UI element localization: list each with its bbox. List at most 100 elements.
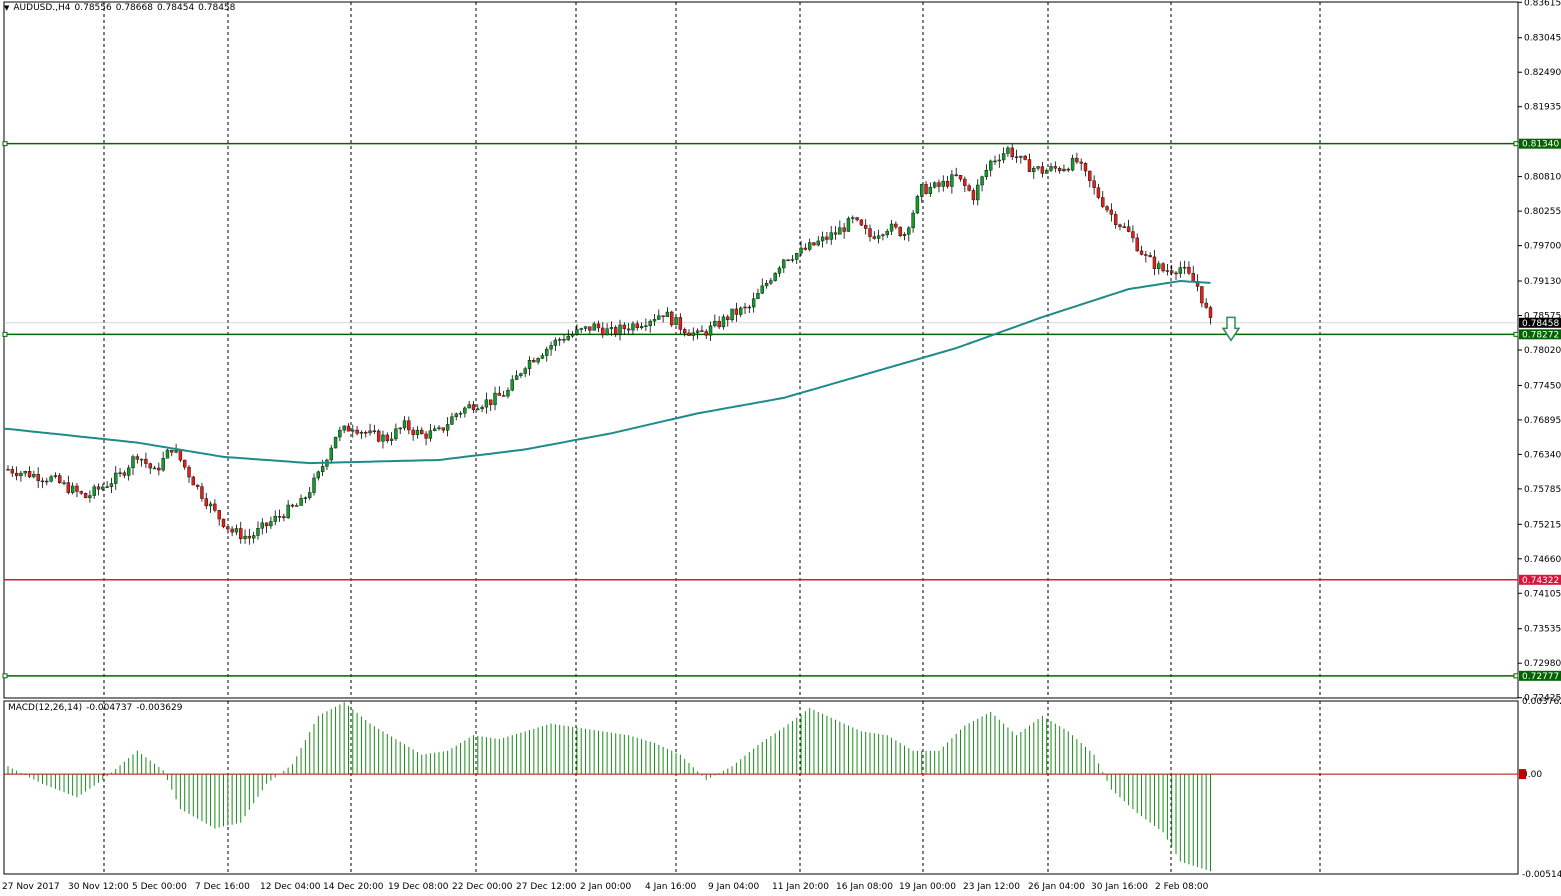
time-tick-label: 4 Jan 16:00 [645,882,697,892]
level-price-tag [1519,670,1561,681]
candle-bear [1010,147,1014,158]
candle-bull [523,368,527,374]
candle-bull [1049,166,1053,171]
candle-bull [652,319,657,322]
candle-bull [980,176,984,186]
candle-bear [614,327,618,335]
level-price-label: 0.72777 [1522,672,1559,682]
candle-bear [588,326,592,331]
candle-bull [695,330,700,333]
candle-bear [1148,255,1152,258]
macd-histogram [7,702,1211,872]
candle-bull [381,434,385,442]
candle-bull [1045,170,1049,174]
candle-bear [661,315,665,318]
candle-bear [872,236,877,239]
candle-bull [329,447,333,461]
candle-bull [915,196,920,214]
candle-bear [187,466,191,478]
candle-bear [859,219,864,226]
candle-bull [557,339,562,341]
candle-bull [1157,263,1161,269]
candle-bull [415,429,420,435]
candle-bear [277,516,282,518]
candle-bear [812,242,816,246]
price-tick-label: 0.77450 [1524,381,1561,391]
candle-bull [907,227,911,235]
candle-bull [575,329,579,335]
candle-bear [532,360,536,363]
candle-bear [385,434,389,441]
candle-bull [342,425,346,431]
time-tick-label: 27 Nov 2017 [2,882,60,892]
time-tick-label: 2 Jan 00:00 [580,882,632,892]
candle-bear [1152,256,1157,269]
candle-bear [717,320,721,328]
candle-bull [333,436,338,449]
candle-bear [833,232,838,235]
candle-bull [152,467,157,470]
high-value: 0.78668 [115,3,153,13]
candle-bull [92,486,96,496]
candle-bear [471,404,476,410]
price-tick-label: 0.79700 [1524,242,1561,252]
candle-bear [217,510,221,520]
candle-bull [764,283,769,287]
candle-bull [1182,266,1187,269]
open-value: 0.78556 [74,3,112,13]
candle-bear [1023,155,1027,160]
level-price-label: 0.74322 [1522,576,1559,586]
candle-bull [885,231,889,236]
candle-bull [691,332,695,336]
candle-bear [489,399,493,405]
candle-bear [1144,254,1148,256]
candle-bear [200,486,204,499]
candle-bull [553,339,558,346]
candle-bull [674,317,678,326]
candle-bear [75,485,79,492]
candle-bull [540,355,545,359]
candle-bear [1083,163,1088,172]
candle-bear [135,456,140,460]
candle-bull [165,449,170,459]
candle-bull [454,413,458,417]
collapse-triangle-icon[interactable]: ▼ [4,4,10,12]
candle-bear [170,449,174,453]
time-tick-label: 30 Jan 16:00 [1091,882,1148,892]
candle-bull [510,379,514,391]
candle-bear [734,308,739,315]
chart-header: ▼ AUDUSD.,H4 0.78556 0.78668 0.78454 0.7… [4,3,235,13]
candle-bear [803,247,808,250]
time-tick-label: 22 Dec 00:00 [452,882,513,892]
candle-bull [527,360,532,369]
candle-bull [234,528,239,533]
candle-bull [1019,155,1023,158]
price-tick-label: 0.76340 [1524,450,1561,460]
candle-bear [682,329,687,334]
candle-bull [721,316,726,328]
candle-bear [501,395,506,397]
candle-bear [1135,237,1139,252]
candle-bear [1040,166,1045,174]
candle-bull [756,293,760,299]
candle-bull [208,503,213,507]
candle-bear [596,323,601,329]
candle-bull [389,438,394,441]
candle-bear [6,469,10,471]
candle-bear [407,420,411,431]
candle-bear [441,427,446,431]
candle-bear [898,226,902,237]
time-tick-label: 14 Dec 20:00 [323,882,384,892]
candle-bull [760,285,764,294]
candle-bull [549,345,553,350]
candle-bull [911,212,915,229]
candle-bear [372,430,377,433]
candle-bear [1088,170,1092,181]
time-tick-label: 9 Jan 04:00 [708,882,760,892]
time-tick-label: 2 Feb 08:00 [1155,882,1209,892]
level-handle [1513,673,1519,679]
candle-bear [1027,159,1032,172]
candle-bear [1066,168,1070,171]
candle-bear [1169,270,1174,274]
